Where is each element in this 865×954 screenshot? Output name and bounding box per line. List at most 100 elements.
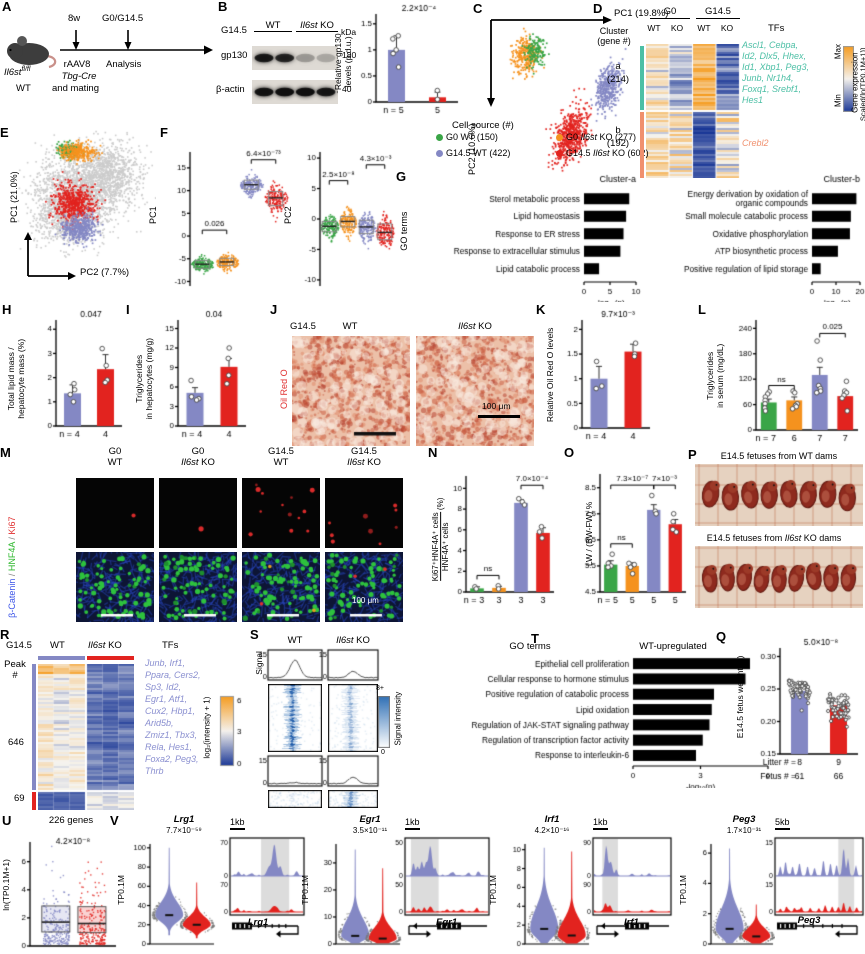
s-colorbar-bottom: 0 <box>381 749 385 756</box>
analysis-label: Analysis <box>106 59 142 70</box>
legend-dot-g0-ko <box>556 134 563 141</box>
and-mating-label: and mating <box>52 83 100 94</box>
pc1-axis-label: PC1 (19.8%) <box>614 8 669 19</box>
blot-ko-label: Il6st KO <box>296 20 338 32</box>
ki67-image-g145-ko <box>325 478 403 548</box>
j-scale-bar <box>478 415 520 418</box>
actin-blot-image <box>252 80 338 104</box>
colorbar-label-2: Scaled(ln(TP0.1M+1)) <box>858 47 865 122</box>
gp130-blot-image <box>252 46 338 70</box>
ki67-image-g145-wt <box>242 478 320 548</box>
cluster-b-label: b <box>615 125 621 136</box>
ki67-image-g0-wt <box>76 478 154 548</box>
col-wt-1: WT <box>647 23 661 33</box>
col-wt-2: WT <box>697 23 711 33</box>
m-col4-line2: Il6st KO <box>347 457 381 468</box>
r-646-label: 646 <box>8 737 24 748</box>
lrg1-pvalue: 7.7×10⁻⁵⁹ <box>166 826 202 835</box>
egr1-violin-chart <box>316 840 402 952</box>
panel-o-label: O <box>564 445 575 460</box>
lrg1-title: Lrg1 <box>173 814 195 825</box>
lrg1-scale: 1kb <box>230 817 245 831</box>
s-colorbar-top: 8+ <box>376 685 384 692</box>
cluster-a-sidebar <box>640 46 644 110</box>
peg3-pvalue: 1.7×10⁻³¹ <box>726 826 762 835</box>
peg3-title: Peg3 <box>732 814 756 825</box>
irf1-gene-label: Irf1 <box>624 917 639 928</box>
col-ko-1: KO <box>670 23 684 33</box>
timeline-arrow <box>60 30 213 55</box>
blot-stage-label: G14.5 <box>221 25 247 36</box>
r-69-label: 69 <box>14 793 25 804</box>
j-wt-label: WT <box>342 321 358 332</box>
lrg1-genome-track <box>214 834 306 938</box>
tfs-title: TFs <box>768 23 785 34</box>
panel-g-label: G <box>396 169 407 184</box>
signal-heatmap-ko <box>328 684 378 752</box>
atac-peak-heatmap <box>38 664 134 810</box>
m-col3-line2: WT <box>273 457 289 468</box>
legend-item-g0-ko: G0 Il6st KO (277) <box>566 132 637 142</box>
lipid-mass-bar-chart <box>36 304 128 452</box>
t-go-terms-header: GO terms <box>509 641 551 652</box>
go-cluster-b-chart <box>646 170 865 302</box>
panel-m-label: M <box>0 445 11 460</box>
t-wt-upregulated-header: WT-upregulated <box>639 641 707 652</box>
f-pc2-ylabel: PC2 <box>282 206 293 224</box>
signal-heatmap-wt-small <box>268 790 322 808</box>
legend-item-g145-ko: G14.5 Il6st KO (602) <box>566 148 649 158</box>
peg3-scale: 5kb <box>775 817 790 831</box>
panel-q-label: Q <box>716 629 727 644</box>
go-wt-upregulated-chart <box>420 652 782 788</box>
oil-red-o-levels-chart <box>556 304 656 452</box>
r-tfs-title: TFs <box>162 640 179 651</box>
legend-dot-g0-wt <box>436 134 443 141</box>
egr1-scale: 1kb <box>405 817 420 831</box>
j-scale-text: 100 μm <box>482 401 511 411</box>
irf1-genome-track <box>577 834 673 938</box>
merge-image-g145-ko <box>325 552 403 622</box>
m-col2-line1: G0 <box>191 446 205 457</box>
s-wt-label: WT <box>287 635 303 646</box>
irf1-title: Irf1 <box>544 814 560 825</box>
egr1-title: Egr1 <box>359 814 381 825</box>
heatmap-group-g0: G0 <box>650 6 690 19</box>
timepoint-g0-g145: G0/G14.5 <box>102 13 144 24</box>
m-scale-text: 100 μm <box>352 596 379 605</box>
panel-b-label: B <box>218 0 228 14</box>
irf1-violin-chart <box>503 840 591 952</box>
mouse-icon <box>7 36 57 69</box>
m-col2-line2: Il6st KO <box>181 457 215 468</box>
triglycerides-hepatocytes-chart <box>156 304 252 452</box>
gp130-chart-ylabel: Relative gp130 levels (p.d.u.) <box>333 33 353 91</box>
oil-red-o-stain-label: Oil Red O <box>278 369 289 409</box>
colorbar-min-label: Min <box>833 94 843 108</box>
legend-dot-g145-ko <box>556 150 563 157</box>
triglycerides-serum-chart <box>726 304 864 452</box>
n-ylabel-fraction: Ki67⁺HNF4A⁺ cells HNF4A⁺ cells (%) <box>431 497 451 582</box>
col-ko-2: KO <box>720 23 734 33</box>
heatmap-colorbar <box>843 46 854 112</box>
panel-s-label: S <box>250 627 259 642</box>
panel-f-label: F <box>160 125 168 140</box>
m-col1-line2: WT <box>107 457 123 468</box>
panel-c-label: C <box>473 1 483 16</box>
marker-40: 40 <box>342 84 352 94</box>
colorbar-max-label: Max <box>833 44 843 60</box>
peg3-ylabel: TP0.1M <box>678 875 689 905</box>
egr1-pvalue: 3.5×10⁻¹¹ <box>352 826 388 835</box>
pc2-violin-chart <box>294 130 398 296</box>
legend-item-g0-wt: G0 WT (150) <box>446 132 498 142</box>
panel-d-label: D <box>593 1 603 16</box>
tbg-cre-label: Tbg-Cre <box>61 71 97 82</box>
m-col4-line1: G14.5 <box>351 446 377 457</box>
go-terms-side-label: GO terms <box>398 211 409 251</box>
lrg1-ylabel: TP0.1M <box>116 875 127 905</box>
lrg1-gene-label: Lrg1 <box>247 917 269 928</box>
panel-k-label: K <box>536 302 546 317</box>
panel-e-label: E <box>0 125 9 140</box>
panel-u-label: U <box>2 813 12 828</box>
signal-profile-ko-top <box>314 648 380 682</box>
f-pc1-ylabel: PC1 <box>147 206 158 224</box>
timepoint-8w: 8w <box>68 13 81 24</box>
